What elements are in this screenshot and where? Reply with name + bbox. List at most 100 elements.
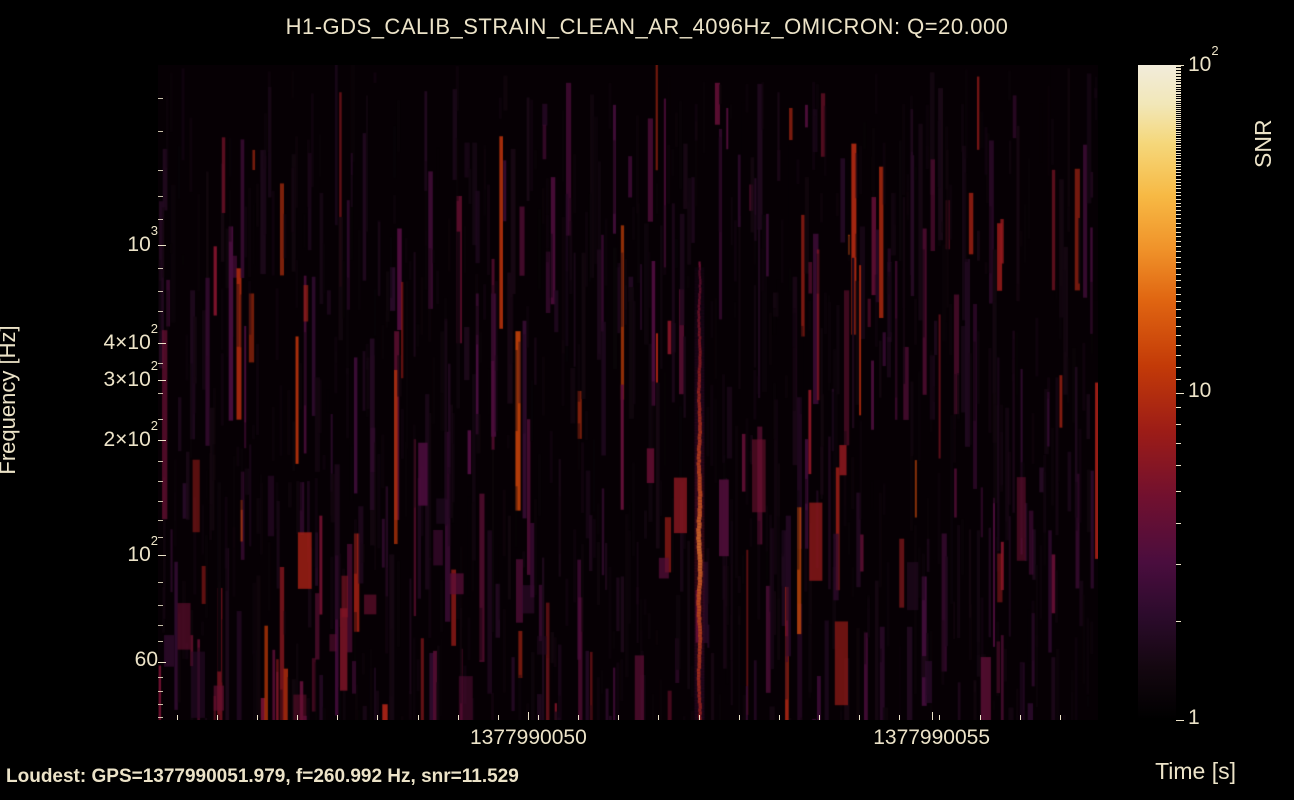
colorbar-tick-mark-minor bbox=[1176, 179, 1181, 180]
colorbar-tick-mark-minor bbox=[1176, 564, 1181, 565]
plot-title: H1-GDS_CALIB_STRAIN_CLEAN_AR_4096Hz_OMIC… bbox=[0, 14, 1294, 40]
x-tick-mark-minor bbox=[217, 715, 218, 720]
x-tick-mark-minor bbox=[418, 715, 419, 720]
colorbar-tick-mark-minor bbox=[1176, 131, 1181, 132]
y-tick-label: 3×102 bbox=[30, 366, 158, 392]
y-tick-mark bbox=[158, 343, 166, 344]
x-tick-mark-minor bbox=[578, 715, 579, 720]
y-tick-mark-minor bbox=[158, 582, 163, 583]
x-tick-mark-minor bbox=[699, 715, 700, 720]
colorbar-tick-mark-minor bbox=[1176, 491, 1181, 492]
y-tick-mark-minor bbox=[158, 461, 163, 462]
colorbar-tick-mark-minor bbox=[1176, 77, 1181, 78]
x-tick-mark-minor bbox=[859, 715, 860, 720]
y-tick-mark-minor bbox=[158, 520, 163, 521]
colorbar-tick-mark-minor bbox=[1176, 72, 1181, 73]
colorbar-tick-mark-minor bbox=[1176, 195, 1181, 196]
colorbar-tick-mark-minor bbox=[1176, 262, 1181, 263]
y-tick-mark bbox=[158, 555, 166, 556]
y-tick-mark bbox=[158, 245, 166, 246]
y-tick-mark-minor bbox=[158, 219, 163, 220]
colorbar-tick-mark-minor bbox=[1176, 153, 1181, 154]
colorbar-tick-mark-minor bbox=[1176, 93, 1181, 94]
y-tick-mark-minor bbox=[158, 291, 163, 292]
colorbar-tick-mark-minor bbox=[1176, 142, 1181, 143]
colorbar-tick-mark-minor bbox=[1176, 140, 1181, 141]
colorbar-tick-mark-minor bbox=[1176, 199, 1181, 200]
colorbar-tick-mark-minor bbox=[1176, 223, 1181, 224]
colorbar-tick-mark-minor bbox=[1176, 80, 1181, 81]
colorbar-tick-mark-minor bbox=[1176, 116, 1181, 117]
colorbar-tick-mark-minor bbox=[1176, 169, 1181, 170]
colorbar-tick-mark-minor bbox=[1176, 128, 1181, 129]
x-tick-mark-minor bbox=[779, 715, 780, 720]
colorbar-tick-mark-minor bbox=[1176, 621, 1181, 622]
colorbar-tick-mark-minor bbox=[1176, 99, 1181, 100]
y-tick-mark bbox=[158, 380, 166, 381]
colorbar-tick-mark-minor bbox=[1176, 68, 1181, 69]
y-tick-mark-minor bbox=[158, 625, 163, 626]
colorbar-tick-mark-minor bbox=[1176, 126, 1181, 127]
colorbar-tick-mark-minor bbox=[1176, 164, 1181, 165]
x-tick-mark-minor bbox=[257, 715, 258, 720]
colorbar-tick-mark-minor bbox=[1176, 192, 1181, 193]
colorbar-tick-mark-minor bbox=[1176, 379, 1181, 380]
x-tick-mark bbox=[932, 712, 933, 720]
x-tick-mark-minor bbox=[939, 715, 940, 720]
y-tick-label: 103 bbox=[30, 231, 158, 257]
colorbar-tick-mark-minor bbox=[1176, 83, 1181, 84]
x-tick-label: 1377990050 bbox=[470, 726, 587, 750]
y-tick-mark-minor bbox=[158, 131, 163, 132]
colorbar-tick-mark-minor bbox=[1176, 210, 1181, 211]
colorbar-tick-mark-minor bbox=[1176, 86, 1181, 87]
x-tick-mark-minor bbox=[980, 715, 981, 720]
colorbar-tick-mark-minor bbox=[1176, 147, 1181, 148]
colorbar[interactable] bbox=[1138, 65, 1176, 720]
y-tick-mark-minor bbox=[158, 704, 163, 705]
colorbar-tick-mark-minor bbox=[1176, 367, 1181, 368]
colorbar-tick-mark-minor bbox=[1176, 97, 1181, 98]
colorbar-tick-label: 102 bbox=[1188, 51, 1219, 77]
colorbar-tick-mark-minor bbox=[1176, 424, 1181, 425]
y-tick-mark-minor bbox=[158, 393, 163, 394]
colorbar-tick-mark-minor bbox=[1176, 172, 1181, 173]
y-tick-mark-minor bbox=[158, 311, 163, 312]
y-tick-mark-minor bbox=[158, 641, 163, 642]
colorbar-tick-mark-minor bbox=[1176, 158, 1181, 159]
colorbar-tick-mark-minor bbox=[1176, 309, 1181, 310]
x-tick-mark bbox=[528, 712, 529, 720]
colorbar-tick-mark-minor bbox=[1176, 268, 1181, 269]
y-tick-mark-minor bbox=[158, 268, 163, 269]
colorbar-tick-mark-minor bbox=[1176, 166, 1181, 167]
y-tick-mark-minor bbox=[158, 717, 163, 718]
colorbar-tick-mark-minor bbox=[1176, 345, 1181, 346]
x-tick-mark-minor bbox=[297, 715, 298, 720]
colorbar-tick-mark-minor bbox=[1176, 236, 1181, 237]
y-tick-mark-minor bbox=[158, 196, 163, 197]
y-tick-label: 60 bbox=[30, 648, 158, 672]
colorbar-tick-mark-minor bbox=[1176, 241, 1181, 242]
x-tick-mark-minor bbox=[1060, 715, 1061, 720]
colorbar-tick-mark-minor bbox=[1176, 88, 1181, 89]
colorbar-tick-mark-minor bbox=[1176, 175, 1181, 176]
x-tick-mark-minor bbox=[618, 715, 619, 720]
colorbar-gradient bbox=[1138, 65, 1176, 720]
colorbar-tick-mark-minor bbox=[1176, 95, 1181, 96]
colorbar-tick-mark-minor bbox=[1176, 118, 1181, 119]
y-axis-label: Frequency [Hz] bbox=[0, 325, 21, 474]
colorbar-tick-mark-minor bbox=[1176, 326, 1181, 327]
y-tick-mark-minor bbox=[158, 691, 163, 692]
colorbar-tick-mark-minor bbox=[1176, 232, 1181, 233]
spectrogram-plot[interactable] bbox=[158, 65, 1098, 720]
colorbar-tick-mark-minor bbox=[1176, 287, 1181, 288]
colorbar-tick-mark-minor bbox=[1176, 227, 1181, 228]
y-tick-label: 102 bbox=[30, 541, 158, 567]
colorbar-tick-mark-minor bbox=[1176, 106, 1181, 107]
colorbar-tick-mark-minor bbox=[1176, 257, 1181, 258]
colorbar-tick-mark-minor bbox=[1176, 274, 1181, 275]
colorbar-tick-mark-minor bbox=[1176, 133, 1181, 134]
x-tick-mark-minor bbox=[458, 715, 459, 720]
x-tick-mark-minor bbox=[899, 715, 900, 720]
colorbar-tick-mark-minor bbox=[1176, 138, 1181, 139]
x-tick-mark-minor bbox=[377, 715, 378, 720]
